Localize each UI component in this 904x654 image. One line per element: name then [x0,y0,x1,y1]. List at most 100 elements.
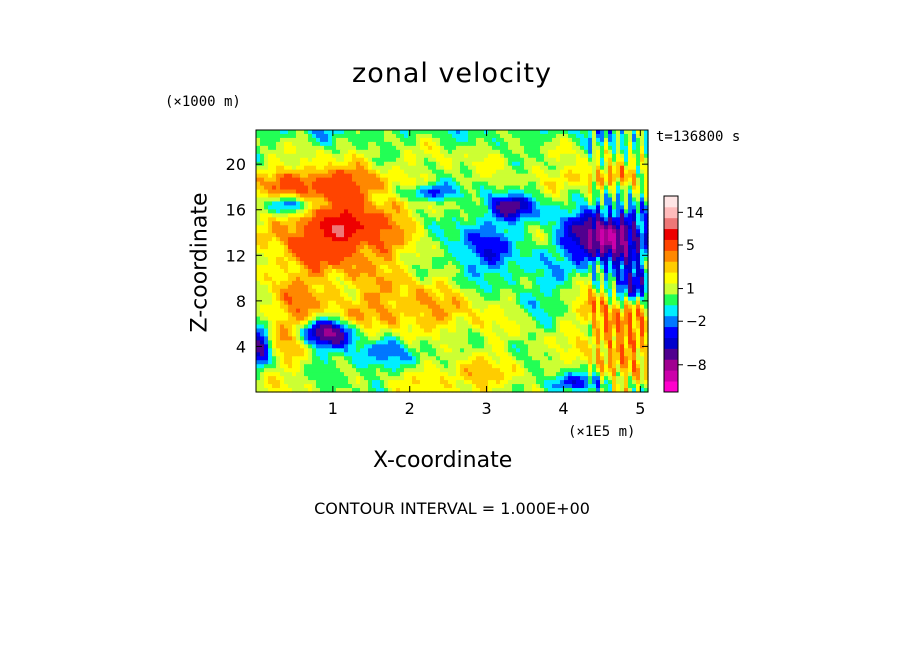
heatmap-cell [468,161,473,167]
heatmap-cell [500,312,505,318]
heatmap-cell [376,300,381,306]
heatmap-cell [260,300,265,306]
heatmap-cell [488,241,493,246]
heatmap-cell [528,133,533,139]
heatmap-cell [412,137,417,143]
heatmap-cell [324,153,329,159]
heatmap-cell [276,185,281,191]
heatmap-cell [316,137,321,143]
heatmap-cell [460,209,465,214]
heatmap-cell [628,253,633,258]
heatmap-cell [644,268,649,274]
heatmap-cell [292,149,297,155]
heatmap-cell [540,213,545,218]
heatmap-cell [284,253,289,258]
heatmap-cell [640,221,645,226]
heatmap-cell [344,316,349,322]
heatmap-cell [564,312,569,318]
heatmap-cell [528,177,533,183]
heatmap-cell [572,130,577,135]
heatmap-cell [420,201,425,207]
heatmap-cell [480,253,485,258]
heatmap-cell [480,280,485,286]
heatmap-cell [448,257,453,262]
heatmap-cell [596,268,601,274]
heatmap-cell [372,201,377,207]
heatmap-cell [564,165,569,171]
heatmap-cell [572,296,577,302]
heatmap-cell [564,161,569,167]
heatmap-cell [344,157,349,163]
heatmap-cell [420,316,425,322]
heatmap-cell [644,181,649,187]
heatmap-cell [448,237,453,242]
heatmap-cell [412,153,417,159]
heatmap-cell [452,312,457,318]
heatmap-cell [436,161,441,167]
heatmap-cell [608,237,613,242]
heatmap-cell [508,141,513,147]
heatmap-cell [436,296,441,302]
heatmap-cell [492,225,497,230]
heatmap-cell [624,225,629,230]
heatmap-cell [472,153,477,159]
heatmap-cell [392,189,397,195]
heatmap-cell [512,264,517,270]
heatmap-cell [308,264,313,270]
heatmap-cell [476,137,481,143]
heatmap-cell [396,324,401,330]
heatmap-cell [488,249,493,254]
heatmap-cell [380,257,385,262]
heatmap-cell [612,165,617,171]
heatmap-cell [420,245,425,250]
heatmap-cell [500,189,505,195]
heatmap-cell [320,253,325,258]
heatmap-cell [584,249,589,254]
heatmap-cell [644,276,649,282]
heatmap-cell [260,149,265,155]
heatmap-cell [300,153,305,159]
heatmap-cell [404,157,409,163]
heatmap-cell [644,133,649,139]
heatmap-cell [564,233,569,238]
heatmap-cell [328,241,333,246]
heatmap-cell [424,320,429,326]
heatmap-cell [636,165,641,171]
heatmap-cell [404,165,409,171]
heatmap-cell [612,245,617,250]
heatmap-cell [572,320,577,326]
heatmap-cell [352,316,357,322]
heatmap-cell [292,133,297,139]
heatmap-cell [424,276,429,282]
heatmap-cell [492,253,497,258]
heatmap-cell [552,249,557,254]
heatmap-cell [632,161,637,167]
heatmap-cell [436,177,441,183]
heatmap-cell [556,257,561,262]
heatmap-cell [272,217,277,222]
heatmap-cell [352,324,357,330]
heatmap-cell [296,253,301,258]
heatmap-cell [584,264,589,270]
heatmap-cell [292,197,297,203]
heatmap-cell [336,237,341,242]
heatmap-cell [332,217,337,222]
heatmap-cell [268,328,273,334]
heatmap-cell [436,145,441,151]
heatmap-cell [488,137,493,143]
heatmap-cell [564,189,569,195]
heatmap-cell [564,149,569,155]
heatmap-cell [352,237,357,242]
heatmap-cell [288,130,293,135]
heatmap-cell [296,276,301,282]
heatmap-cell [472,241,477,246]
heatmap-cell [476,316,481,322]
heatmap-cell [636,272,641,278]
heatmap-cell [336,284,341,290]
heatmap-cell [496,237,501,242]
heatmap-cell [332,233,337,238]
heatmap-cell [364,308,369,314]
heatmap-cell [528,284,533,290]
heatmap-cell [544,296,549,302]
heatmap-cell [424,268,429,274]
